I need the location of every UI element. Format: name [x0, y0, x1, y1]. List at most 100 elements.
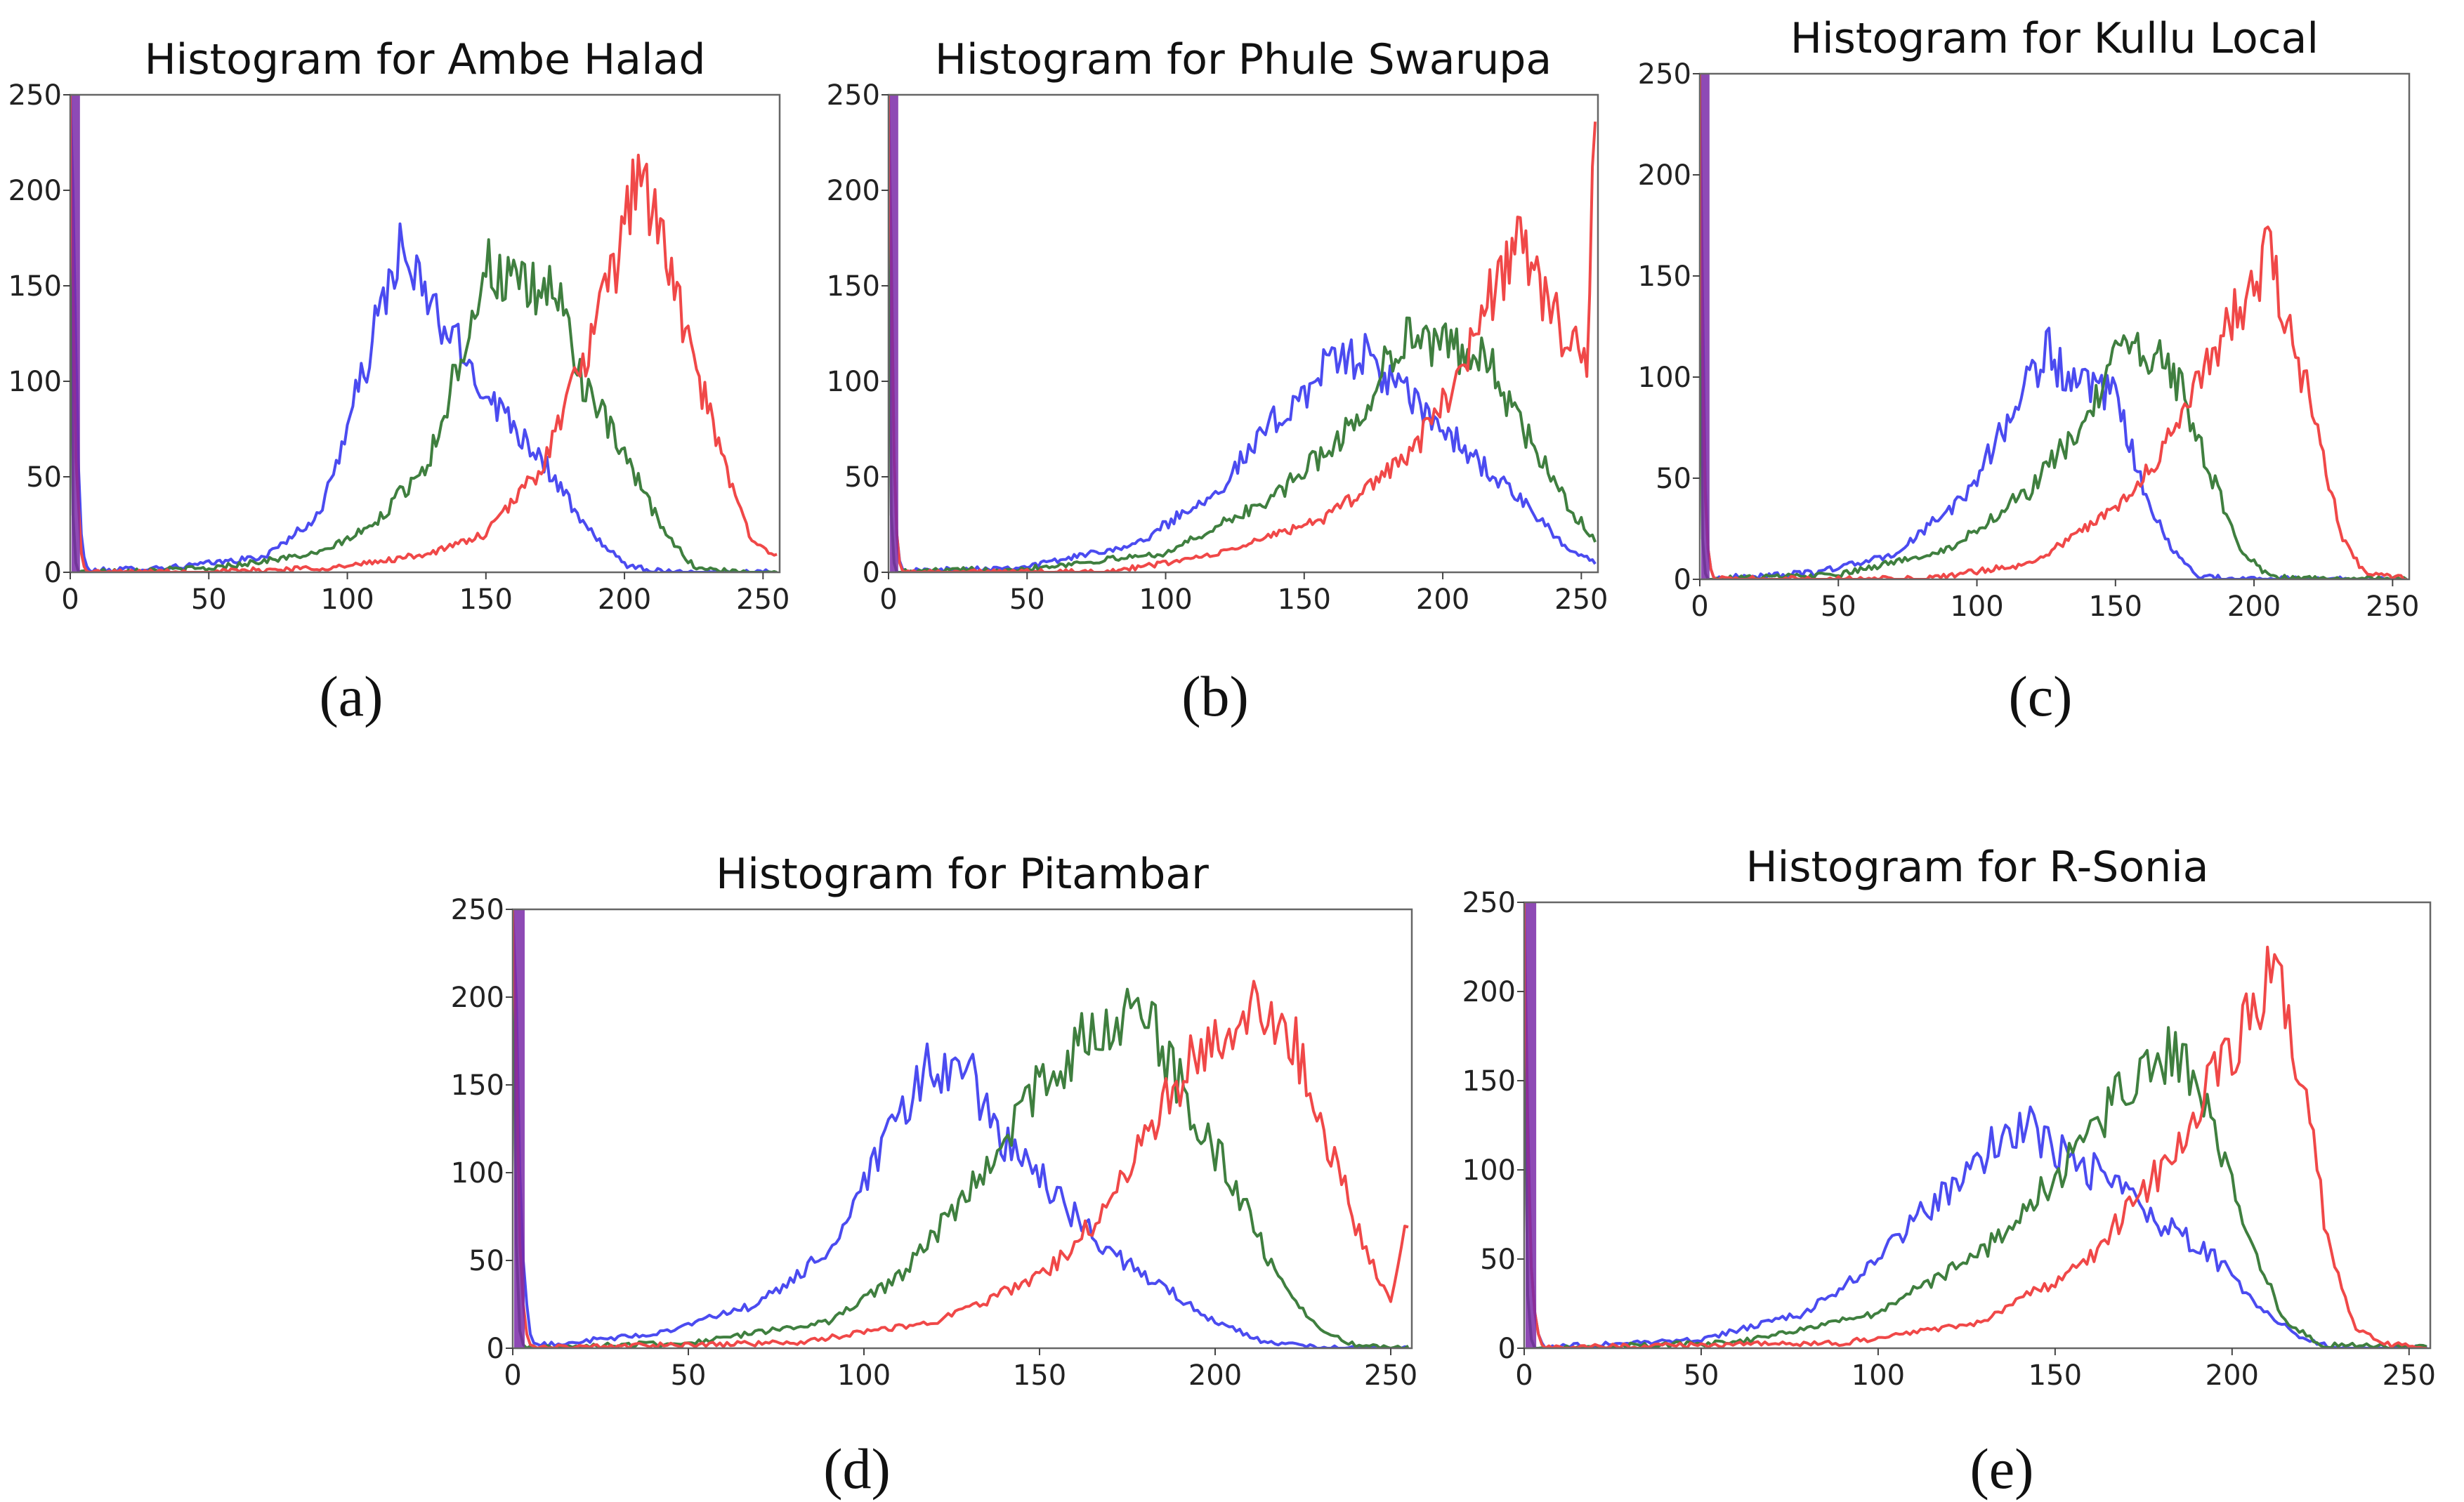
x-tick-label-b: 200 — [1416, 584, 1469, 616]
y-tick-label-b: 150 — [827, 270, 880, 303]
series-group-c — [1700, 73, 2408, 579]
x-tick-label-e: 100 — [1852, 1359, 1905, 1392]
x-tick-label-d: 250 — [1364, 1359, 1417, 1392]
panel-caption-e: (e) — [1970, 1437, 2034, 1501]
plot-frame-d — [511, 908, 1413, 1350]
y-tick-label-c: 100 — [1638, 362, 1691, 394]
histogram-panel-e: Histogram for R-Sonia 0 50 100 150 200 250 0 50 1… — [1461, 843, 2444, 1501]
y-tick-label-e: 250 — [1462, 887, 1516, 919]
series-line-red-b — [889, 94, 1597, 572]
low-intensity-spike-e — [1526, 902, 1537, 1348]
x-tick-label-c: 200 — [2227, 591, 2281, 623]
series-line-green-d — [513, 909, 1410, 1348]
y-tick-label-b: 50 — [844, 461, 880, 494]
low-intensity-spike-b — [890, 95, 898, 572]
chart-title-b: Histogram for Phule Swarupa — [935, 35, 1552, 84]
x-tick-label-e: 200 — [2206, 1359, 2259, 1392]
y-tick-label-d: 200 — [451, 982, 504, 1014]
y-tick-label-b: 200 — [827, 175, 880, 207]
series-line-blue-d — [513, 909, 1409, 1348]
y-tick-label-b: 100 — [827, 366, 880, 398]
y-tick-label-a: 50 — [26, 461, 62, 494]
y-tick-label-c: 50 — [1656, 463, 1691, 495]
y-tick-label-a: 250 — [8, 79, 62, 112]
y-tick-label-c: 200 — [1638, 159, 1691, 192]
histogram-panel-b: Histogram for Phule Swarupa 0 50 100 150 200 2… — [827, 28, 1633, 728]
y-tick-label-d: 150 — [451, 1069, 504, 1102]
series-line-green-b — [889, 190, 1597, 572]
x-tick-label-b: 0 — [879, 584, 897, 616]
x-tick-label-e: 150 — [2029, 1359, 2082, 1392]
plot-frame-c — [1698, 72, 2411, 581]
panel-caption-c: (c) — [2008, 664, 2073, 728]
x-tick-label-d: 150 — [1013, 1359, 1066, 1392]
y-tick-label-d: 0 — [487, 1333, 504, 1365]
x-tick-label-c: 250 — [2366, 591, 2419, 623]
series-group-a — [70, 94, 778, 572]
y-tick-label-d: 50 — [468, 1245, 504, 1277]
panel-caption-a: (a) — [319, 664, 384, 728]
series-line-blue-a — [70, 94, 778, 572]
y-tick-label-c: 0 — [1674, 564, 1691, 596]
histogram-panel-c: Histogram for Kullu Local 0 50 100 150 200 250… — [1638, 14, 2451, 728]
y-tick-label-c: 150 — [1638, 261, 1691, 293]
plot-frame-b — [887, 93, 1599, 574]
plot-frame-a — [69, 93, 781, 574]
y-tick-label-e: 50 — [1480, 1244, 1516, 1276]
x-tick-label-d: 200 — [1188, 1359, 1242, 1392]
series-line-green-c — [1700, 215, 2408, 579]
low-intensity-spike-a — [72, 95, 80, 572]
histogram-chart-d: Histogram for Pitambar 0 50 100 150 200 250 0 50… — [451, 850, 1418, 1392]
x-tick-label-a: 150 — [459, 584, 513, 616]
y-tick-label-a: 100 — [8, 366, 62, 398]
histogram-chart-b: Histogram for Phule Swarupa 0 50 100 150 200 2… — [827, 35, 1608, 616]
x-tick-label-c: 150 — [2089, 591, 2142, 623]
x-tick-label-c: 100 — [1950, 591, 2003, 623]
x-tick-label-a: 100 — [320, 584, 374, 616]
x-tick-label-e: 250 — [2383, 1359, 2436, 1392]
histogram-chart-a: Histogram for Ambe Halad 0 50 100 150 200 250 0… — [8, 35, 790, 616]
histogram-panel-a: Histogram for Ambe Halad 0 50 100 150 200 250 0… — [8, 28, 808, 728]
y-tick-label-e: 100 — [1462, 1154, 1516, 1187]
chart-title-a: Histogram for Ambe Halad — [145, 35, 706, 84]
y-tick-label-e: 150 — [1462, 1065, 1516, 1098]
panel-caption-b: (b) — [1181, 664, 1249, 728]
panel-caption-d: (d) — [823, 1437, 891, 1501]
series-line-blue-e — [1524, 902, 2428, 1348]
y-tick-label-e: 0 — [1498, 1333, 1516, 1365]
series-line-red-a — [70, 94, 778, 572]
y-tick-label-d: 100 — [451, 1157, 504, 1190]
histogram-panel-d: Histogram for Pitambar 0 50 100 150 200 250 0 50… — [450, 843, 1433, 1501]
x-tick-label-d: 50 — [671, 1359, 707, 1392]
series-line-red-c — [1700, 73, 2407, 579]
x-tick-label-d: 100 — [837, 1359, 891, 1392]
series-group-d — [513, 909, 1410, 1348]
low-intensity-spike-d — [514, 909, 525, 1348]
y-tick-label-c: 250 — [1638, 58, 1691, 91]
histogram-chart-e: Histogram for R-Sonia 0 50 100 150 200 250 0 50 1… — [1462, 843, 2436, 1392]
series-line-green-e — [1524, 991, 2427, 1348]
x-tick-label-b: 250 — [1554, 584, 1608, 616]
low-intensity-spike-c — [1701, 74, 1710, 579]
y-tick-label-b: 250 — [827, 79, 880, 112]
x-tick-label-b: 50 — [1009, 584, 1045, 616]
chart-title-c: Histogram for Kullu Local — [1790, 14, 2319, 63]
chart-title-d: Histogram for Pitambar — [716, 850, 1209, 899]
chart-title-e: Histogram for R-Sonia — [1745, 843, 2208, 892]
x-tick-label-c: 0 — [1691, 591, 1708, 623]
x-tick-label-a: 250 — [736, 584, 789, 616]
series-group-e — [1524, 902, 2428, 1348]
series-line-green-a — [70, 190, 778, 572]
x-tick-label-a: 0 — [61, 584, 79, 616]
x-tick-label-b: 150 — [1278, 584, 1331, 616]
x-tick-label-e: 50 — [1684, 1359, 1719, 1392]
y-tick-label-b: 0 — [863, 557, 880, 589]
histogram-chart-c: Histogram for Kullu Local 0 50 100 150 200 250… — [1638, 14, 2420, 623]
y-tick-label-a: 0 — [44, 557, 62, 589]
y-tick-label-d: 250 — [451, 894, 504, 926]
x-tick-label-c: 50 — [1821, 591, 1856, 623]
plot-frame-e — [1523, 901, 2432, 1350]
y-tick-label-a: 150 — [8, 270, 62, 303]
series-line-red-e — [1524, 902, 2427, 1348]
x-tick-label-a: 200 — [598, 584, 651, 616]
